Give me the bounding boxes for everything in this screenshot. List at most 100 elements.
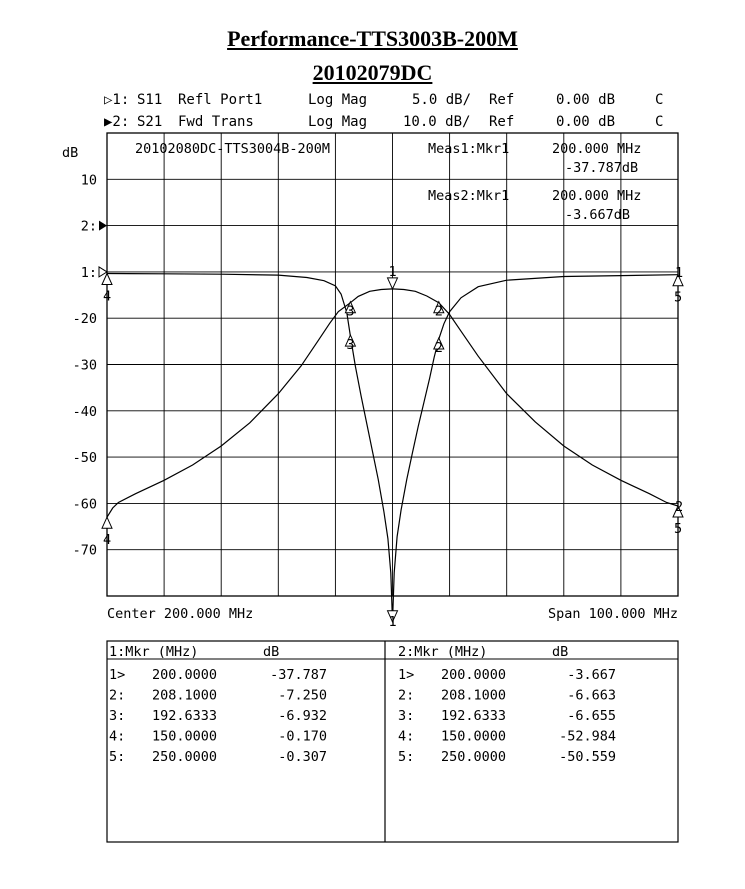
channel-2-flag: C xyxy=(655,114,664,130)
channel-1-marker: ▷1: xyxy=(104,92,130,108)
marker-1-s11 xyxy=(386,610,399,624)
marker-table-freq: 200.0000 xyxy=(441,667,506,683)
y-tick-label: -30 xyxy=(73,358,97,374)
measurement-label: Meas1:Mkr1 xyxy=(428,141,509,157)
marker-3-s11-label: 3 xyxy=(346,337,354,353)
marker-2-s11-label: 2 xyxy=(435,340,443,356)
channel-1-ref: 0.00 dB xyxy=(556,92,616,108)
plot-grid xyxy=(106,132,679,597)
marker-table-id: 5: xyxy=(398,749,414,765)
marker-1-s21 xyxy=(386,277,399,291)
marker-4-s21-label: 4 xyxy=(103,532,111,548)
channel-1-scale: 5.0 dB/ xyxy=(412,92,472,108)
marker-table-header: 2:Mkr (MHz) xyxy=(398,644,487,660)
marker-2-s21 xyxy=(433,300,445,314)
marker-table-value: -52.984 xyxy=(559,729,616,745)
y-tick-label: -50 xyxy=(73,450,97,466)
marker-table-freq: 192.6333 xyxy=(152,708,217,724)
y-tick-label: 1: xyxy=(81,265,97,281)
marker-table-value: -0.170 xyxy=(278,729,327,745)
marker-table-value: -50.559 xyxy=(559,749,616,765)
marker-table-id: 1> xyxy=(398,667,414,683)
chart-title: 20102080DC-TTS3004B-200M xyxy=(135,141,330,157)
marker-table-value: -0.307 xyxy=(278,749,327,765)
marker-table-value: -37.787 xyxy=(270,667,327,683)
channel-1-desc: Refl Port1 xyxy=(178,92,263,108)
marker-table-id: 2: xyxy=(398,688,414,704)
measurement-label: Meas2:Mkr1 xyxy=(428,188,509,204)
marker-5-s21 xyxy=(672,504,684,518)
measurement-value: -37.787dB xyxy=(565,160,638,176)
marker-4-s21 xyxy=(101,515,113,529)
y-tick-label: 10 xyxy=(81,172,97,188)
plot-markers: 1 1 2 2 3 3 4 4 5 5 1 2 xyxy=(101,264,684,630)
marker-table-id: 3: xyxy=(398,708,414,724)
marker-table-id: 1> xyxy=(109,667,125,683)
channel-1-param: S11 xyxy=(137,92,163,108)
center-label: Center 200.000 MHz xyxy=(107,606,253,622)
marker-table-freq: 150.0000 xyxy=(441,729,506,745)
marker-table-freq: 208.1000 xyxy=(152,688,217,704)
channel-2-ref-label: Ref xyxy=(489,114,515,130)
marker-table-value: -3.667 xyxy=(567,667,616,683)
y-tick-label: -20 xyxy=(73,311,97,327)
marker-table-header-unit: dB xyxy=(263,644,279,660)
ref-indicator-2: 2 xyxy=(675,499,683,515)
measurement-freq: 200.000 MHz xyxy=(552,188,641,204)
marker-5-s11-label: 5 xyxy=(674,290,682,306)
y-tick-label: -70 xyxy=(73,543,97,559)
y-tick-label: 2: xyxy=(81,219,97,235)
y-tick-label: -60 xyxy=(73,496,97,512)
channel-2-desc: Fwd Trans xyxy=(178,114,254,130)
measurement-value: -3.667dB xyxy=(565,207,630,223)
channel-1-format: Log Mag xyxy=(308,92,368,108)
trace-s21 xyxy=(106,288,679,518)
channel-2-param: S21 xyxy=(137,114,163,130)
marker-2-s11 xyxy=(433,336,445,350)
ref-indicator-1: 1 xyxy=(675,265,683,281)
marker-table-freq: 150.0000 xyxy=(152,729,217,745)
channel-2-format: Log Mag xyxy=(308,114,368,130)
marker-table-id: 3: xyxy=(109,708,125,724)
marker-tables: 1:Mkr (MHz) dB 1> 200.0000 -37.787 2: 208.1000… xyxy=(106,640,679,843)
marker-table-value: -6.663 xyxy=(567,688,616,704)
measurement-freq: 200.000 MHz xyxy=(552,141,641,157)
marker-table-freq: 250.0000 xyxy=(152,749,217,765)
marker-table-value: -6.932 xyxy=(278,708,327,724)
marker-1-s11-label: 1 xyxy=(389,614,397,630)
page-title: Performance-TTS3003B-200M xyxy=(227,26,518,51)
marker-table-value: -6.655 xyxy=(567,708,616,724)
marker-table-id: 4: xyxy=(109,729,125,745)
marker-table-value: -7.250 xyxy=(278,688,327,704)
marker-table-header: 1:Mkr (MHz) xyxy=(109,644,198,660)
marker-3-s21 xyxy=(344,300,357,314)
marker-5-s11 xyxy=(672,273,684,287)
marker-1-s21-label: 1 xyxy=(389,264,397,280)
ref-arrow-2-icon xyxy=(99,220,107,231)
channel-1-flag: C xyxy=(655,92,664,108)
channel-1-ref-label: Ref xyxy=(489,92,515,108)
page-subtitle: 20102079DC xyxy=(312,60,433,85)
marker-table-freq: 208.1000 xyxy=(441,688,506,704)
channel-2-marker: ▶2: xyxy=(104,114,130,130)
marker-table-id: 2: xyxy=(109,688,125,704)
ref-arrow-1-icon xyxy=(98,265,108,278)
marker-4-s11-label: 4 xyxy=(103,288,111,304)
marker-5-s21-label: 5 xyxy=(674,521,682,537)
channel-2-ref: 0.00 dB xyxy=(556,114,616,130)
marker-table-freq: 200.0000 xyxy=(152,667,217,683)
marker-table-freq: 192.6333 xyxy=(441,708,506,724)
marker-table-frame xyxy=(106,640,679,843)
marker-3-s21-label: 3 xyxy=(346,304,354,320)
channel-2-scale: 10.0 dB/ xyxy=(403,114,471,130)
marker-table-id: 5: xyxy=(109,749,125,765)
marker-2-s21-label: 2 xyxy=(435,304,443,320)
y-axis-unit: dB xyxy=(62,145,78,161)
marker-4-s11 xyxy=(101,272,113,285)
marker-table-freq: 250.0000 xyxy=(441,749,506,765)
marker-3-s11 xyxy=(344,333,357,347)
marker-table-id: 4: xyxy=(398,729,414,745)
span-label: Span 100.000 MHz xyxy=(548,606,678,622)
